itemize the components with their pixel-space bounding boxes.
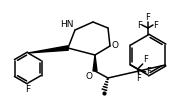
Text: HN: HN [61,20,74,29]
Text: F: F [146,68,151,77]
Text: F: F [153,21,158,30]
Text: F: F [137,21,142,30]
Text: F: F [136,74,141,83]
Text: F: F [146,13,150,22]
Text: F: F [143,55,148,64]
Polygon shape [28,46,68,53]
Text: O: O [86,72,93,81]
Text: O: O [112,41,119,50]
Polygon shape [93,55,97,71]
Text: F: F [25,85,31,94]
